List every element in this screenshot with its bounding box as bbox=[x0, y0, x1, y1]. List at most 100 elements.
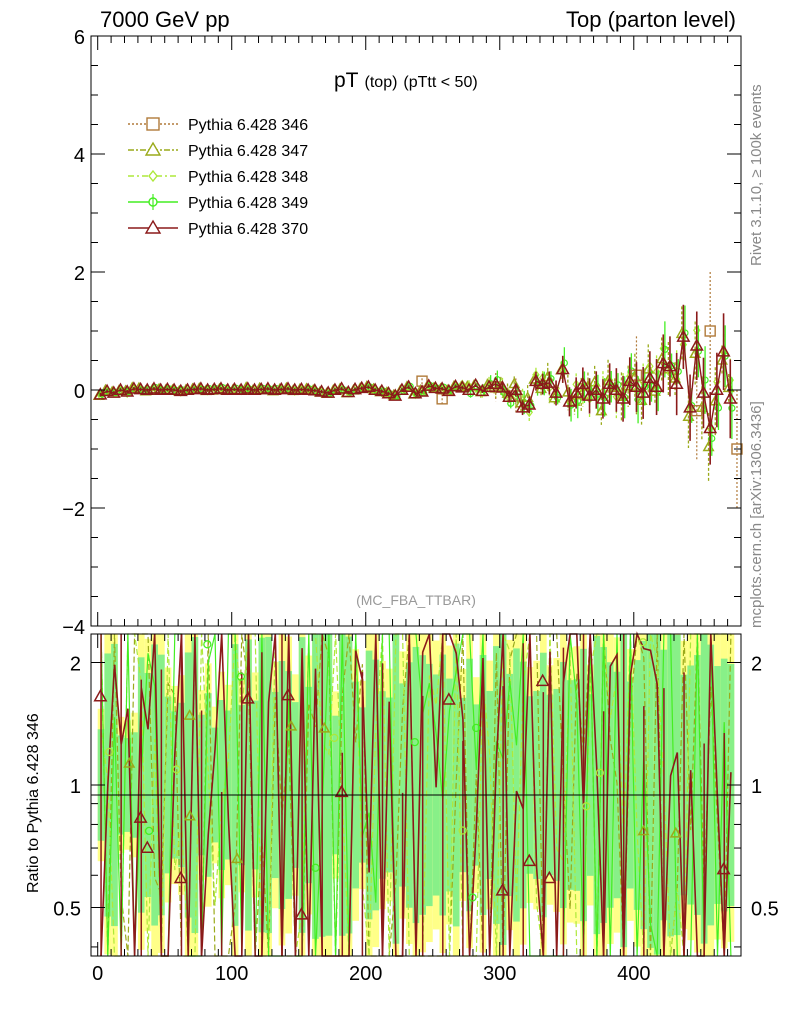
band-green bbox=[365, 650, 373, 920]
ratio-marker bbox=[203, 640, 212, 649]
main-marker-370 bbox=[167, 382, 182, 395]
y-tick-label: −4 bbox=[62, 617, 85, 639]
ratio-y-tick-label: 1 bbox=[70, 776, 81, 798]
band-green bbox=[325, 634, 333, 936]
band-green bbox=[151, 644, 159, 926]
main-marker-370 bbox=[555, 361, 570, 375]
band-green bbox=[627, 681, 634, 889]
ratio-marker-370 bbox=[716, 861, 731, 875]
main-marker-370 bbox=[662, 358, 677, 372]
ratio-marker bbox=[595, 768, 605, 777]
main-marker-370 bbox=[361, 379, 376, 392]
band-green bbox=[653, 634, 661, 955]
main-marker-370 bbox=[582, 388, 597, 401]
ratio-marker bbox=[172, 765, 181, 774]
band-green bbox=[533, 691, 540, 879]
main-marker-370 bbox=[147, 381, 161, 394]
main-marker-370 bbox=[502, 389, 517, 403]
main-marker-370 bbox=[703, 420, 718, 434]
main-marker-346 bbox=[704, 325, 716, 337]
main-marker-370 bbox=[562, 394, 577, 407]
band-green bbox=[412, 646, 420, 924]
main-marker-370 bbox=[696, 385, 711, 398]
legend-label: Pythia 6.428 346 bbox=[188, 117, 308, 134]
main-marker-370 bbox=[160, 381, 175, 395]
ratio-marker-370 bbox=[240, 691, 255, 704]
main-marker-370 bbox=[689, 338, 704, 351]
legend-label: Pythia 6.428 347 bbox=[188, 143, 308, 160]
main-marker-370 bbox=[193, 381, 208, 394]
ratio-marker-370 bbox=[93, 688, 108, 702]
main-marker-370 bbox=[475, 383, 490, 397]
rivet-label: Rivet 3.1.10, ≥ 100k events bbox=[748, 84, 765, 266]
band-green bbox=[372, 659, 380, 911]
band-green bbox=[292, 702, 299, 868]
ratio-marker-370 bbox=[334, 784, 349, 798]
ratio-marker bbox=[144, 826, 154, 836]
main-marker-370 bbox=[260, 381, 275, 394]
x-tick-label: 100 bbox=[215, 963, 248, 985]
main-marker-370 bbox=[595, 391, 610, 404]
band-green bbox=[171, 711, 179, 859]
main-marker-370 bbox=[334, 381, 349, 394]
x-tick-label: 200 bbox=[349, 963, 382, 985]
legend-marker bbox=[144, 141, 162, 156]
ratio-marker bbox=[105, 747, 114, 757]
main-marker-370 bbox=[133, 381, 148, 395]
main-marker-370 bbox=[542, 375, 557, 388]
band-green bbox=[513, 648, 520, 922]
band-green bbox=[124, 738, 132, 832]
band-green bbox=[526, 696, 534, 874]
main-marker-370 bbox=[636, 385, 651, 398]
main-marker-370 bbox=[227, 381, 242, 395]
main-marker-370 bbox=[428, 380, 443, 394]
main-marker-370 bbox=[616, 391, 631, 404]
legend-label: Pythia 6.428 370 bbox=[188, 221, 308, 238]
ratio-marker bbox=[669, 826, 682, 838]
main-marker-370 bbox=[723, 391, 738, 404]
y-tick-label: 6 bbox=[74, 27, 85, 49]
band-green bbox=[673, 634, 681, 936]
main-marker-346 bbox=[691, 404, 703, 417]
analysis-label: (MC_FBA_TTBAR) bbox=[356, 592, 476, 608]
band-green bbox=[606, 662, 614, 908]
main-marker-370 bbox=[569, 385, 584, 398]
main-marker-370 bbox=[368, 382, 383, 395]
band-green bbox=[204, 693, 212, 877]
band-green bbox=[647, 634, 654, 948]
main-marker-370 bbox=[314, 384, 329, 397]
ratio-marker bbox=[468, 893, 477, 902]
main-marker-370 bbox=[468, 377, 483, 391]
band-green bbox=[399, 683, 406, 887]
ratio-marker bbox=[638, 638, 648, 647]
ratio-marker bbox=[231, 852, 244, 864]
main-marker-370 bbox=[401, 379, 416, 392]
ratio-marker-370 bbox=[281, 687, 295, 701]
main-marker-370 bbox=[240, 381, 255, 394]
ratio-marker bbox=[582, 802, 591, 811]
main-marker-370 bbox=[575, 376, 590, 390]
main-marker-370 bbox=[609, 382, 624, 395]
main-marker-370 bbox=[602, 376, 617, 390]
main-marker-370 bbox=[629, 379, 644, 392]
ratio-marker-370 bbox=[542, 870, 557, 884]
band-green bbox=[633, 660, 641, 910]
title-main: pT bbox=[334, 69, 359, 92]
legend-marker bbox=[148, 169, 158, 183]
main-marker-370 bbox=[381, 386, 396, 399]
title-sub1: (top) bbox=[365, 74, 398, 91]
ratio-marker-370 bbox=[495, 883, 510, 896]
ratio-marker-370 bbox=[535, 673, 550, 687]
ratio-marker-370 bbox=[522, 853, 537, 867]
band-green bbox=[573, 679, 581, 891]
main-marker-370 bbox=[281, 381, 295, 394]
ratio-y-tick-label: 1 bbox=[751, 776, 762, 798]
band-green bbox=[392, 634, 400, 944]
ratio-y-tick-label: 2 bbox=[751, 654, 762, 676]
plot-title: pT (top) (pTtt < 50) bbox=[334, 69, 478, 92]
main-marker-370 bbox=[683, 400, 698, 413]
main-marker-370 bbox=[656, 355, 671, 369]
band-green bbox=[211, 727, 219, 843]
y-tick-label: 0 bbox=[74, 381, 85, 403]
main-marker-370 bbox=[589, 382, 604, 395]
